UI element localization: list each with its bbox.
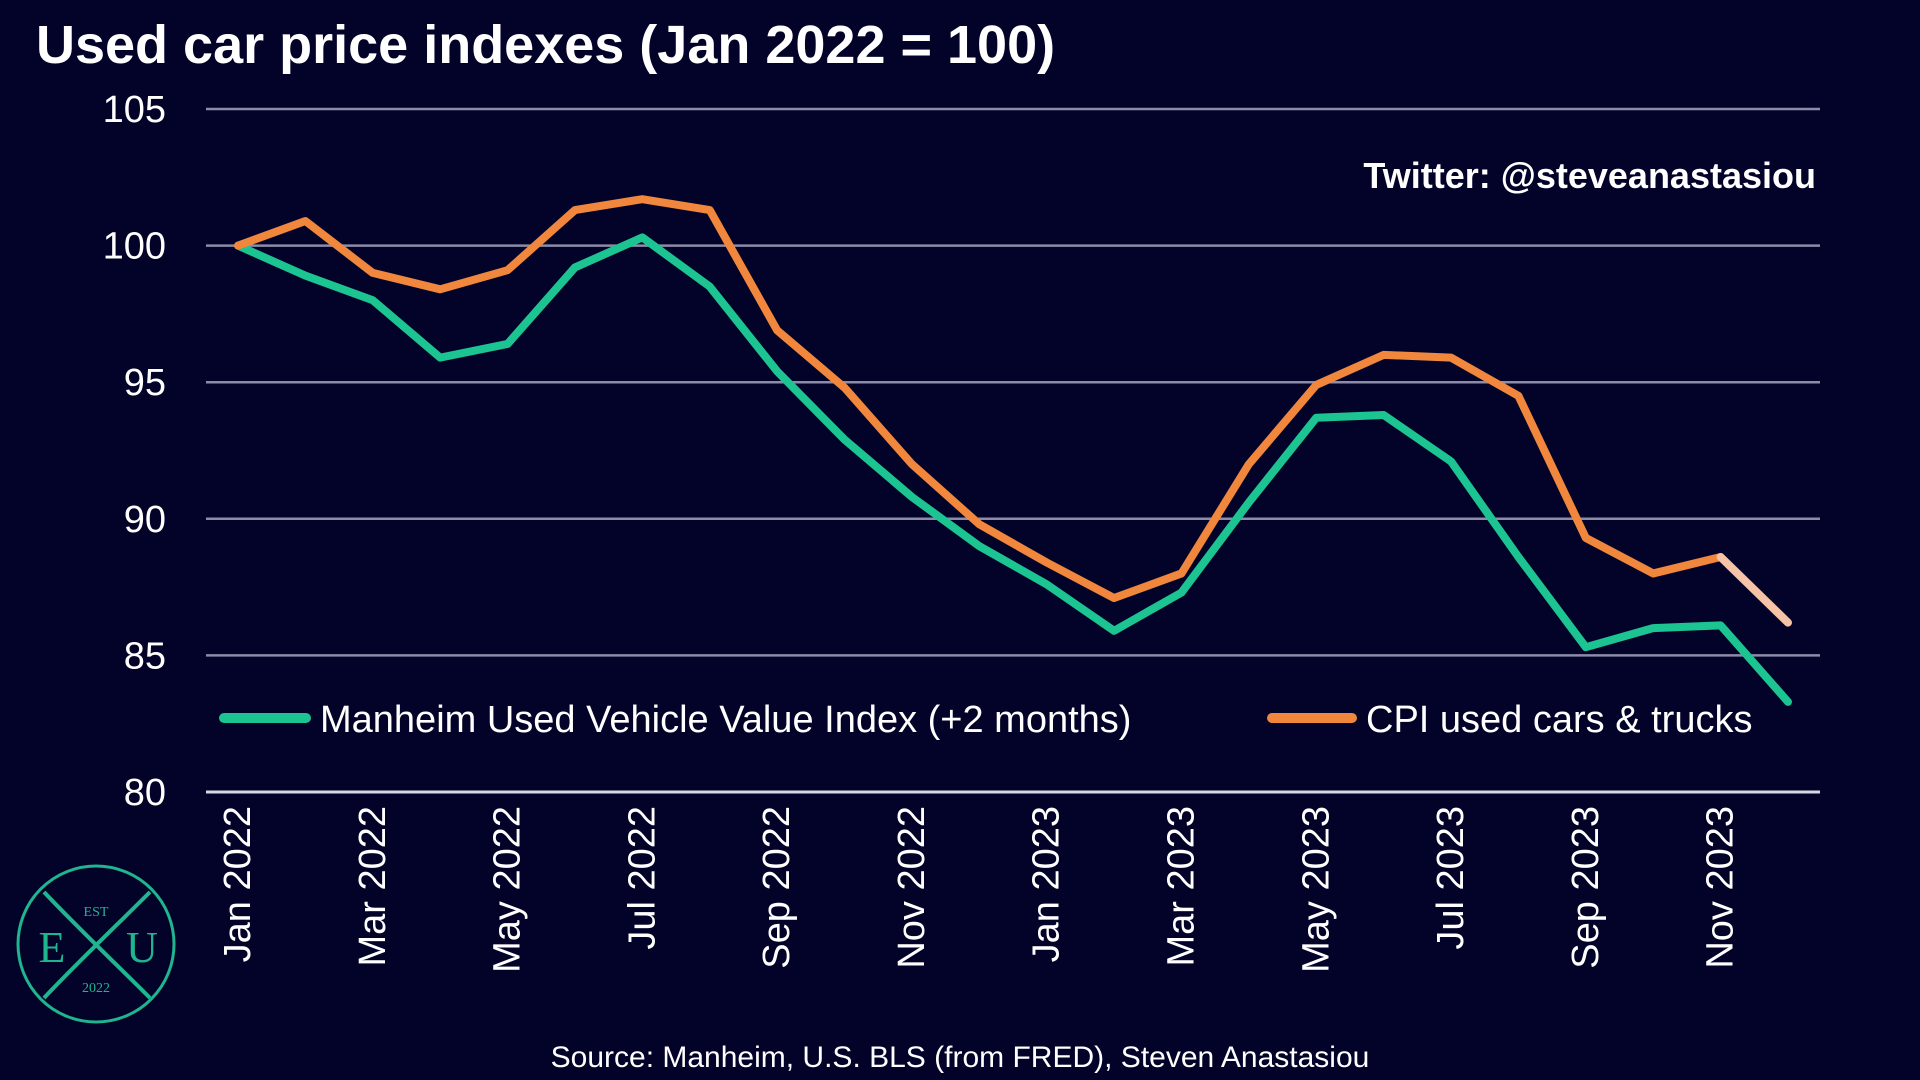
data-point-0-23 [1784,698,1792,706]
data-point-0-11 [975,542,983,550]
chart-title: Used car price indexes (Jan 2022 = 100) [36,15,1056,75]
data-point-0-19 [1514,553,1522,561]
data-point-1-10 [908,460,916,468]
data-point-1-21 [1649,569,1657,577]
x-tick-label: Sep 2022 [756,806,798,969]
logo-ring [16,864,176,1024]
x-tick-label: May 2023 [1295,806,1337,973]
twitter-handle: Twitter: @steveanastasiou [1363,155,1816,196]
data-point-0-2 [369,296,377,304]
logo-letter-u: U [126,923,158,972]
y-tick-label: 80 [124,772,166,814]
data-point-0-10 [908,493,916,501]
data-point-0-5 [571,263,579,271]
data-point-0-18 [1447,457,1455,465]
legend-label-1: CPI used cars & trucks [1366,699,1752,741]
y-tick-label: 105 [103,89,166,131]
data-point-0-4 [504,340,512,348]
legend-label-0: Manheim Used Vehicle Value Index (+2 mon… [320,699,1131,741]
y-tick-label: 95 [124,362,166,404]
data-point-0-7 [706,283,714,291]
data-point-0-8 [773,367,781,375]
legend: Manheim Used Vehicle Value Index (+2 mon… [219,699,1752,741]
data-point-1-20 [1582,534,1590,542]
grid-lines [206,107,1820,794]
x-tick-label: Nov 2022 [891,806,933,969]
x-tick-label: May 2022 [487,806,529,973]
data-point-1-3 [436,285,444,293]
data-point-1-7 [706,206,714,214]
series-line-1 [234,195,1725,603]
x-tick-label: Nov 2023 [1700,806,1742,969]
data-point-1-4 [504,266,512,274]
data-point-0-15 [1245,498,1253,506]
data-point-0-14 [1177,589,1185,597]
data-point-1-11 [975,520,983,528]
data-point-1-9 [841,384,849,392]
y-axis-tick-labels: 80 85 90 95 100 105 [103,89,166,814]
data-point-1-1 [301,217,309,225]
data-point-1-18 [1447,354,1455,362]
x-tick-label: Mar 2022 [352,806,394,967]
x-tick-label: Jan 2023 [1026,806,1068,962]
series-lines [234,195,1792,706]
series-line-projected-1 [1716,553,1792,627]
data-point-0-16 [1312,414,1320,422]
data-point-1-5 [571,206,579,214]
data-point-0-12 [1043,580,1051,588]
data-point-0-20 [1582,643,1590,651]
data-point-1-8 [773,326,781,334]
data-point-1-17 [1380,351,1388,359]
data-point-1-14 [1177,569,1185,577]
data-point-1-12 [1043,559,1051,567]
data-point-1-15 [1245,460,1253,468]
x-tick-label: Sep 2023 [1565,806,1607,969]
data-point-0-17 [1380,411,1388,419]
data-point-0-6 [638,233,646,241]
data-point-0-13 [1110,627,1118,635]
y-tick-label: 90 [124,499,166,541]
data-point-1-0 [234,242,242,250]
x-tick-label: Jan 2022 [217,806,259,962]
data-point-1-6 [638,195,646,203]
data-point-0-9 [841,436,849,444]
logo-x-stroke [42,890,152,1000]
data-point-0-22 [1717,621,1725,629]
data-point-1-22 [1717,553,1725,561]
source-note: Source: Manheim, U.S. BLS (from FRED), S… [551,1041,1370,1074]
data-point-1-2 [369,269,377,277]
data-point-0-21 [1649,624,1657,632]
data-point-1-13 [1110,594,1118,602]
data-point-1-23 [1784,619,1792,627]
exu-logo: EST E U 2022 [16,864,176,1024]
x-tick-label: Mar 2023 [1160,806,1202,967]
data-point-1-16 [1312,381,1320,389]
y-tick-label: 85 [124,635,166,677]
data-point-0-3 [436,354,444,362]
logo-letter-e: E [39,923,66,972]
x-axis-tick-labels: Jan 2022 Mar 2022 May 2022 Jul 2022 Sep 2022… [217,806,1742,973]
y-tick-label: 100 [103,226,166,268]
data-point-1-19 [1514,392,1522,400]
logo-year: 2022 [82,981,110,996]
x-tick-label: Jul 2022 [621,806,663,950]
x-tick-label: Jul 2023 [1430,806,1472,950]
series-line-0 [234,233,1792,706]
logo-est: EST [84,905,109,920]
data-point-0-1 [301,272,309,280]
